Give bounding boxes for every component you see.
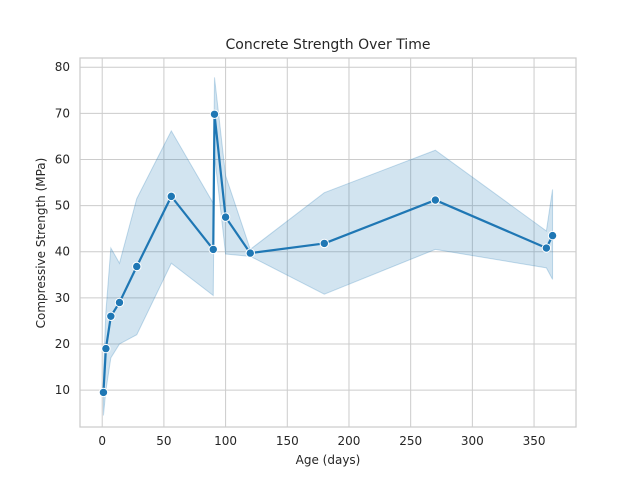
data-point — [166, 191, 177, 202]
data-point — [220, 212, 231, 222]
data-point — [430, 195, 441, 205]
y-tick-label: 80 — [55, 60, 70, 74]
data-point — [98, 387, 109, 398]
y-axis-label: Compressive Strength (MPa) — [34, 158, 48, 329]
x-tick-label: 50 — [156, 434, 171, 448]
x-axis-label: Age (days) — [296, 453, 361, 467]
data-point — [319, 238, 329, 249]
y-tick-label: 40 — [55, 245, 70, 259]
x-tick-labels: 0 50 100 150 200 250 300 350 — [98, 434, 545, 448]
y-tick-label: 10 — [55, 383, 70, 397]
grid-lines — [80, 58, 576, 427]
y-tick-label: 60 — [55, 152, 70, 166]
x-tick-label: 100 — [214, 434, 237, 448]
plot-border — [79, 57, 577, 428]
y-tick-label: 20 — [55, 337, 70, 351]
x-tick-label: 0 — [98, 434, 106, 448]
x-tick-label: 200 — [338, 434, 361, 448]
data-point — [114, 297, 125, 308]
data-point — [132, 261, 142, 272]
x-tick-label: 250 — [399, 434, 422, 448]
y-tick-label: 50 — [55, 199, 70, 213]
data-point — [208, 244, 218, 255]
data-point — [541, 243, 552, 253]
data-point — [547, 230, 558, 241]
y-tick-label: 70 — [55, 106, 70, 120]
confidence-band-area — [102, 77, 554, 416]
data-point — [106, 311, 116, 321]
x-tick-label: 150 — [276, 434, 299, 448]
data-point — [245, 248, 255, 258]
chart-title: Concrete Strength Over Time — [226, 37, 431, 53]
confidence-band — [102, 77, 554, 416]
x-tick-label: 300 — [461, 434, 484, 448]
x-tick-label: 350 — [523, 434, 546, 448]
y-tick-label: 30 — [55, 291, 70, 305]
data-point — [209, 109, 220, 119]
plot-frame — [79, 57, 577, 428]
data-point — [101, 343, 111, 354]
series-markers — [98, 109, 558, 398]
y-tick-labels: 10 20 30 40 50 60 70 80 — [55, 60, 70, 397]
